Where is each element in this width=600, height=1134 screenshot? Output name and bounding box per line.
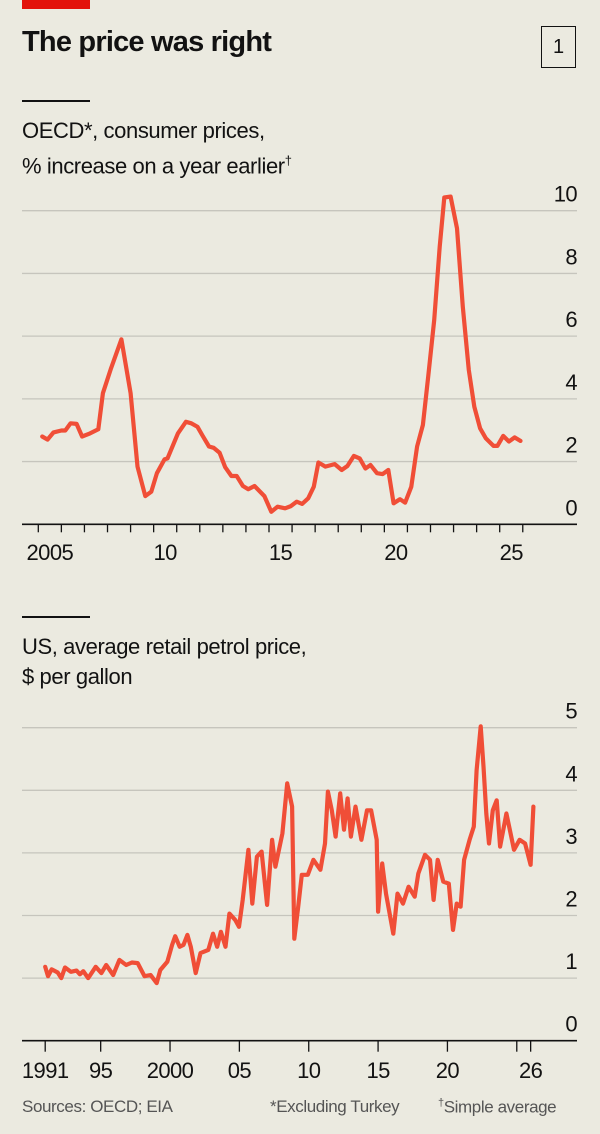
panel2-subtitle-line2: $ per gallon (22, 664, 133, 689)
panel2-rule (22, 616, 90, 618)
footnote-mark: † (438, 1097, 444, 1109)
footnote-mark: † (284, 153, 292, 168)
subtitle-text: % increase on a year earlier (22, 153, 285, 179)
x-tick-label: 1991 (22, 1058, 69, 1083)
x-tick-label: 26 (519, 1058, 543, 1083)
panel1-subtitle-line2: % increase on a year earlier† (22, 146, 292, 181)
accent-bar (22, 0, 90, 9)
y-tick-label: 3 (565, 824, 577, 849)
panel2-subtitle-line1: US, average retail petrol price, (22, 634, 307, 659)
y-tick-label: 2 (565, 433, 577, 458)
y-tick-label: 1 (565, 949, 577, 974)
x-tick-label: 15 (366, 1058, 390, 1083)
x-tick-label: 20 (384, 540, 408, 565)
footnote-text: Simple average (443, 1097, 557, 1117)
x-tick-label: 10 (297, 1058, 321, 1083)
x-tick-label: 10 (154, 540, 178, 565)
panel1-rule (22, 100, 90, 102)
panel2-subtitle: US, average retail petrol price, $ per g… (22, 632, 307, 692)
y-tick-label: 6 (565, 307, 577, 332)
x-tick-label: 25 (500, 540, 524, 565)
x-tick-label: 15 (269, 540, 293, 565)
chart-number-badge: 1 (541, 26, 576, 68)
data-series-line (43, 724, 536, 986)
chart-title: The price was right (22, 26, 272, 58)
y-tick-label: 4 (565, 370, 577, 395)
y-tick-label: 0 (565, 1012, 577, 1037)
y-tick-label: 8 (565, 244, 577, 269)
panel1-subtitle: OECD*, consumer prices, % increase on a … (22, 116, 292, 181)
y-tick-label: 10 (554, 182, 578, 207)
x-tick-label: 20 (436, 1058, 460, 1083)
sources-note: Sources: OECD; EIA (22, 1097, 173, 1116)
x-tick-label: 95 (89, 1058, 113, 1083)
y-tick-label: 0 (565, 495, 577, 520)
y-tick-label: 5 (565, 699, 577, 724)
footnote-excluding-turkey: *Excluding Turkey (270, 1097, 400, 1116)
panel1-subtitle-line1: OECD*, consumer prices, (22, 118, 265, 143)
y-tick-label: 2 (565, 887, 577, 912)
footnote-simple-average: †Simple average (438, 1097, 557, 1118)
x-tick-label: 05 (228, 1058, 252, 1083)
x-tick-label: 2000 (147, 1058, 194, 1083)
y-tick-label: 4 (565, 761, 577, 786)
data-series-line (40, 194, 523, 514)
x-tick-label: 2005 (27, 540, 74, 565)
